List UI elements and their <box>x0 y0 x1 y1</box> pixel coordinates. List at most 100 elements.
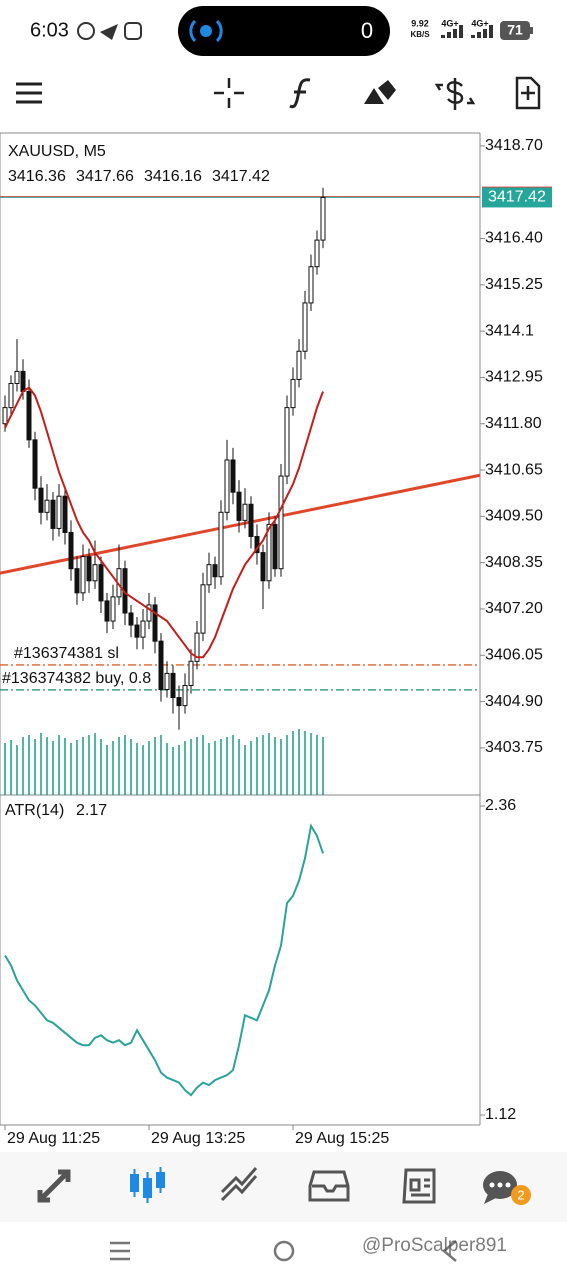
candle-body <box>272 523 278 570</box>
trade-tab[interactable] <box>220 1167 258 1202</box>
candle-body <box>308 266 314 304</box>
volume-bar <box>166 743 168 795</box>
y-tick-label: 1.12 <box>485 1106 516 1123</box>
candle-body <box>152 604 158 642</box>
candle-body <box>62 495 68 533</box>
candle-body <box>14 370 20 384</box>
candle-body <box>80 556 86 594</box>
candle-body <box>242 503 248 521</box>
new-order-button[interactable] <box>515 76 541 110</box>
volume-bar <box>4 743 6 795</box>
volume-bar <box>280 739 282 795</box>
pill-count: 0 <box>361 18 373 43</box>
volume-bar <box>310 733 312 795</box>
volume-bar <box>130 739 132 795</box>
volume-bar <box>112 741 114 795</box>
y-tick-label: 3404.90 <box>485 693 543 710</box>
candle-body <box>146 604 152 622</box>
volume-bar <box>10 740 12 795</box>
trendline <box>0 473 481 575</box>
volume-bar <box>190 739 192 795</box>
quotes-tab[interactable] <box>37 1169 71 1203</box>
candle-body <box>320 196 326 241</box>
plot: 3418.70 3416.40 3415.25 3414.1 3412.95 3411.8… <box>0 137 552 1147</box>
volume-bar <box>286 735 288 795</box>
candle-body <box>170 672 176 699</box>
dot <box>497 1182 503 1188</box>
back-button[interactable] <box>442 1240 457 1262</box>
candle-body <box>140 620 146 638</box>
candle-body <box>194 632 200 662</box>
candle-body <box>230 459 236 493</box>
y-tick-label: 3414.1 <box>485 322 534 339</box>
trade-button[interactable] <box>434 78 476 110</box>
chart-tab[interactable] <box>130 1167 165 1203</box>
dot <box>489 1182 495 1188</box>
volume-bar <box>178 745 180 795</box>
indicators-button[interactable] <box>289 78 311 109</box>
recents-button[interactable] <box>110 1241 130 1261</box>
volume-bar <box>46 737 48 795</box>
history-tab[interactable] <box>308 1170 350 1202</box>
signal-label: 4G+ <box>471 18 488 28</box>
close-value: 3417.42 <box>212 168 270 185</box>
candle-body <box>212 564 218 578</box>
candle-body <box>266 523 272 582</box>
status-time: 6:03 <box>30 19 69 41</box>
bid-tag <box>482 187 552 208</box>
status-icon <box>124 22 142 40</box>
candle-body <box>50 499 56 529</box>
badge-count: 2 <box>517 1187 524 1202</box>
net-unit: KB/S <box>410 30 430 39</box>
candle-body <box>248 503 254 537</box>
y-tick-label: 3410.65 <box>485 461 543 478</box>
candle-body <box>98 564 104 602</box>
volume-bar <box>238 739 240 795</box>
candle-body <box>296 350 302 380</box>
home-button[interactable] <box>273 1240 295 1262</box>
candle-body <box>278 475 284 570</box>
high-value: 3417.66 <box>76 168 134 185</box>
volume-bar <box>76 740 78 795</box>
y-tick-label: 3409.50 <box>485 508 543 525</box>
news-tab[interactable] <box>402 1168 436 1204</box>
candle-body <box>32 439 38 489</box>
volume-bar <box>220 739 222 795</box>
open-value: 3416.36 <box>8 168 66 185</box>
candle-body <box>20 370 26 393</box>
low-value: 3416.16 <box>144 168 202 185</box>
crosshair-button[interactable] <box>214 78 244 108</box>
net-speed: 9.92 <box>411 18 429 28</box>
dynamic-island[interactable] <box>178 6 390 56</box>
battery-tip <box>530 27 533 34</box>
volume-bar <box>154 737 156 795</box>
chart-title: XAUUSD, M5 <box>8 143 106 160</box>
volume-bar <box>40 733 42 795</box>
y-tick-label: 2.36 <box>485 797 516 814</box>
candle-body <box>2 407 8 425</box>
candle-body <box>104 600 110 622</box>
menu-button[interactable] <box>16 82 42 104</box>
volume-bar <box>322 737 324 795</box>
volume-bar <box>22 737 24 795</box>
candle-body <box>86 556 92 582</box>
volume-bar <box>292 731 294 795</box>
y-tick-label: 3407.20 <box>485 600 543 617</box>
volume-bar <box>184 741 186 795</box>
candle-body <box>224 459 230 513</box>
objects-button[interactable] <box>364 80 396 104</box>
x-tick-label: 29 Aug 11:25 <box>7 1130 100 1147</box>
volume-bar <box>226 737 228 795</box>
volume-bar <box>28 735 30 795</box>
volume-bar <box>34 739 36 795</box>
candle-body <box>200 584 206 634</box>
status-icon <box>77 22 95 40</box>
candle-body <box>218 511 224 578</box>
candle-body <box>314 239 320 268</box>
watermark: @ProScalper891 <box>362 1235 507 1256</box>
atr-value: 2.17 <box>76 802 107 819</box>
y-tick-label: 3412.95 <box>485 369 543 386</box>
x-tick-label: 29 Aug 15:25 <box>295 1130 389 1147</box>
signal-label: 4G+ <box>441 18 458 28</box>
